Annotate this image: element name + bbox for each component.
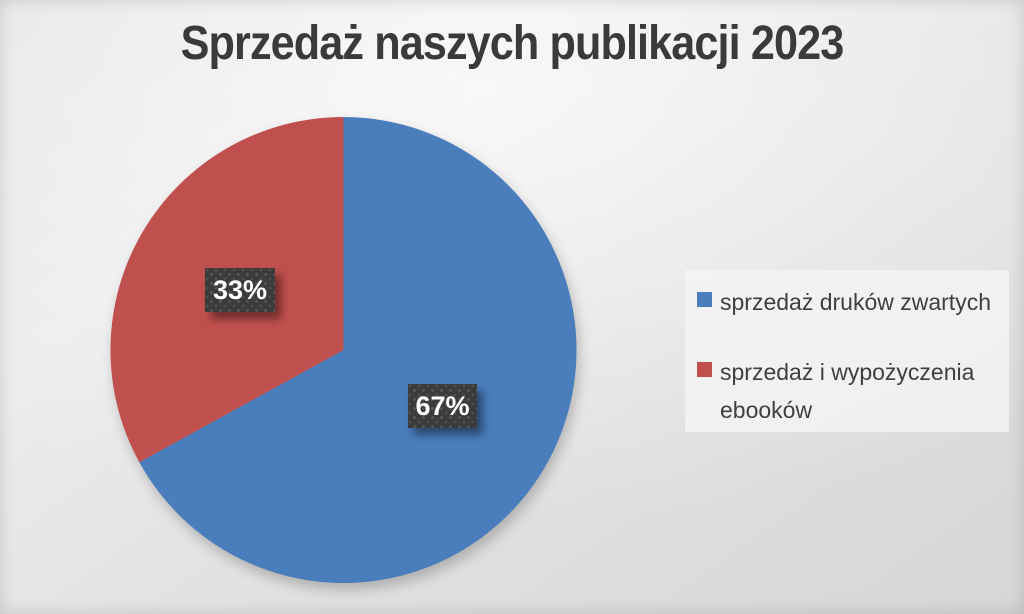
legend: sprzedaż druków zwartych sprzedaż i wypo… xyxy=(685,270,1009,432)
legend-label-print: sprzedaż druków zwartych xyxy=(720,289,991,315)
legend-swatch-ebooks-icon xyxy=(697,362,712,378)
legend-item-ebooks: sprzedaż i wypożyczenia ebooków xyxy=(697,354,1009,429)
legend-label-ebooks: sprzedaż i wypożyczenia ebooków xyxy=(720,359,975,423)
legend-swatch-print-icon xyxy=(697,292,712,307)
data-label-ebooks: 33% xyxy=(205,268,275,312)
chart-title: Sprzedaż naszych publikacji 2023 xyxy=(180,17,845,70)
data-label-print: 67% xyxy=(408,384,477,428)
pie-slice-0 xyxy=(139,117,577,583)
legend-item-print: sprzedaż druków zwartych xyxy=(697,284,1009,321)
